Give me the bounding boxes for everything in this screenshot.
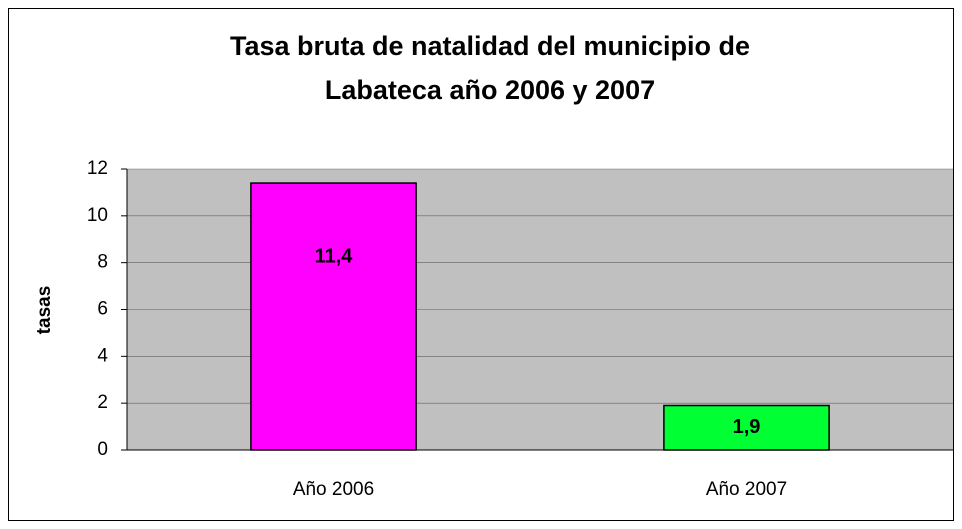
x-tick-label: Año 2006	[293, 479, 374, 500]
bar	[250, 182, 417, 451]
bar	[663, 404, 830, 451]
chart-title: Tasa bruta de natalidad del municipio de	[230, 31, 750, 61]
y-tick-label: 10	[87, 205, 108, 226]
value-label: 11,4	[315, 245, 354, 267]
y-tick-label: 4	[97, 345, 108, 366]
y-tick-label: 0	[97, 439, 108, 460]
x-tick-label: Año 2007	[706, 479, 787, 500]
chart-title: Labateca año 2006 y 2007	[325, 75, 655, 105]
y-axis-label: tasas	[34, 286, 55, 335]
y-tick-label: 2	[97, 392, 108, 413]
y-tick-label: 8	[97, 252, 108, 273]
y-tick-label: 12	[87, 158, 108, 179]
value-label: 1,9	[733, 416, 761, 438]
y-tick-label: 6	[97, 299, 108, 320]
